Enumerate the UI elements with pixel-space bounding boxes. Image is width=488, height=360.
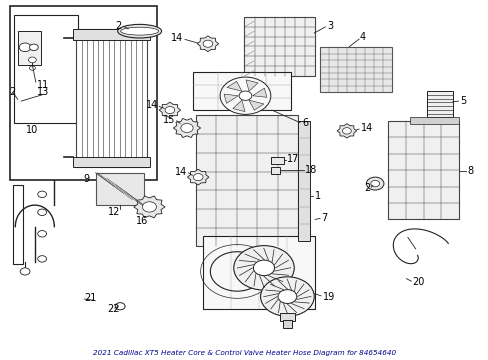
Bar bbox=[387, 121, 458, 220]
Text: 6: 6 bbox=[302, 118, 307, 128]
Text: 14: 14 bbox=[145, 100, 158, 111]
Polygon shape bbox=[248, 100, 264, 110]
Polygon shape bbox=[224, 94, 238, 103]
Bar bbox=[244, 17, 315, 76]
Text: 22: 22 bbox=[107, 304, 119, 314]
Bar bbox=[13, 185, 22, 264]
Bar bbox=[271, 157, 283, 164]
Bar bbox=[18, 31, 41, 65]
Text: 19: 19 bbox=[322, 292, 334, 302]
Bar bbox=[195, 116, 298, 246]
Circle shape bbox=[233, 246, 294, 290]
Polygon shape bbox=[232, 100, 244, 112]
Circle shape bbox=[29, 44, 38, 50]
Text: 4: 4 bbox=[358, 32, 365, 42]
Circle shape bbox=[165, 107, 174, 114]
Text: 14: 14 bbox=[174, 167, 186, 177]
Polygon shape bbox=[252, 88, 266, 97]
Polygon shape bbox=[336, 124, 356, 138]
Ellipse shape bbox=[121, 27, 158, 35]
Polygon shape bbox=[134, 196, 164, 218]
Circle shape bbox=[38, 256, 46, 262]
Bar bbox=[10, 6, 157, 180]
Text: 18: 18 bbox=[305, 165, 317, 175]
Circle shape bbox=[181, 123, 193, 132]
Text: 13: 13 bbox=[37, 87, 49, 97]
Circle shape bbox=[239, 91, 251, 100]
Circle shape bbox=[38, 191, 46, 198]
Polygon shape bbox=[187, 169, 208, 185]
Bar bbox=[203, 235, 315, 309]
Circle shape bbox=[366, 177, 383, 190]
Circle shape bbox=[20, 268, 30, 275]
Circle shape bbox=[115, 303, 125, 310]
Bar bbox=[73, 157, 150, 167]
Text: 2: 2 bbox=[9, 87, 16, 97]
Circle shape bbox=[370, 180, 379, 187]
Circle shape bbox=[260, 277, 314, 316]
Circle shape bbox=[28, 57, 36, 63]
Polygon shape bbox=[245, 80, 258, 91]
Bar bbox=[298, 121, 310, 241]
Text: 1: 1 bbox=[314, 191, 320, 201]
Circle shape bbox=[19, 43, 31, 51]
Circle shape bbox=[38, 209, 46, 216]
Text: 2: 2 bbox=[115, 21, 122, 31]
Circle shape bbox=[142, 202, 156, 212]
Text: 7: 7 bbox=[321, 213, 327, 222]
Bar bbox=[271, 167, 280, 174]
Text: 16: 16 bbox=[136, 216, 148, 226]
Text: 3: 3 bbox=[327, 21, 333, 31]
Polygon shape bbox=[226, 81, 242, 91]
Text: 2021 Cadillac XT5 Heater Core & Control Valve Heater Hose Diagram for 84654640: 2021 Cadillac XT5 Heater Core & Control … bbox=[93, 350, 395, 356]
Text: 5: 5 bbox=[459, 96, 466, 106]
Text: 14: 14 bbox=[171, 33, 183, 43]
Circle shape bbox=[38, 230, 46, 237]
Bar bbox=[193, 72, 290, 110]
Circle shape bbox=[342, 128, 350, 134]
Bar bbox=[320, 47, 391, 92]
Circle shape bbox=[220, 77, 270, 114]
Ellipse shape bbox=[118, 24, 161, 38]
Polygon shape bbox=[173, 118, 200, 138]
Text: 8: 8 bbox=[467, 166, 473, 176]
Text: 11: 11 bbox=[37, 80, 49, 90]
Text: 17: 17 bbox=[287, 154, 299, 164]
Text: 10: 10 bbox=[26, 125, 39, 135]
Circle shape bbox=[29, 66, 35, 70]
Text: 15: 15 bbox=[163, 115, 175, 125]
Bar bbox=[96, 173, 143, 205]
Bar bbox=[73, 30, 150, 40]
Text: 14: 14 bbox=[360, 123, 372, 133]
Bar bbox=[427, 91, 452, 117]
Text: 12: 12 bbox=[107, 207, 120, 217]
Polygon shape bbox=[197, 36, 218, 51]
Circle shape bbox=[193, 174, 203, 181]
Bar bbox=[409, 117, 458, 125]
Polygon shape bbox=[159, 102, 180, 118]
Text: 20: 20 bbox=[412, 277, 424, 287]
Circle shape bbox=[278, 290, 296, 303]
Circle shape bbox=[203, 40, 212, 47]
Text: 21: 21 bbox=[84, 293, 97, 303]
Text: 2: 2 bbox=[363, 183, 369, 193]
Text: 9: 9 bbox=[83, 174, 89, 184]
Circle shape bbox=[253, 260, 274, 276]
Bar bbox=[282, 320, 292, 328]
Bar bbox=[279, 313, 295, 320]
Bar bbox=[14, 15, 78, 123]
Bar bbox=[76, 30, 147, 167]
